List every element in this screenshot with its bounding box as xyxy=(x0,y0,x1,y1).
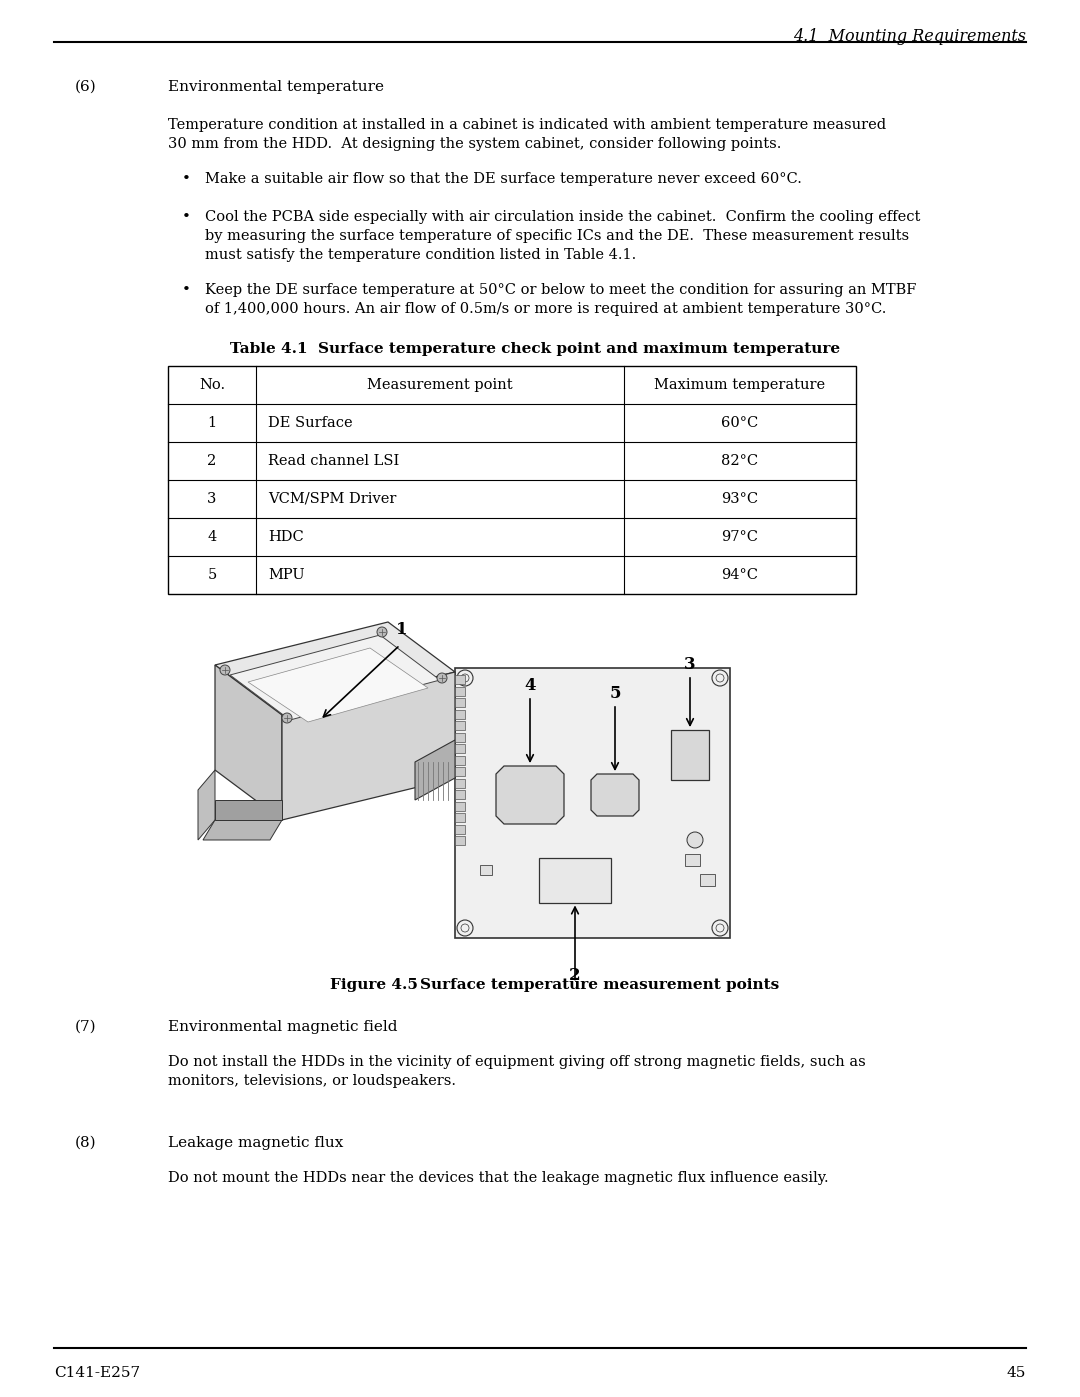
Bar xyxy=(455,675,465,685)
Text: 4: 4 xyxy=(207,529,217,543)
Bar xyxy=(455,813,465,821)
Polygon shape xyxy=(230,636,440,719)
Text: 2: 2 xyxy=(569,968,581,985)
Text: Leakage magnetic flux: Leakage magnetic flux xyxy=(168,1136,343,1150)
Text: Measurement point: Measurement point xyxy=(367,379,513,393)
Text: (6): (6) xyxy=(75,80,97,94)
Text: Make a suitable air flow so that the DE surface temperature never exceed 60°C.: Make a suitable air flow so that the DE … xyxy=(205,172,801,186)
Circle shape xyxy=(377,627,387,637)
Text: of 1,400,000 hours. An air flow of 0.5m/s or more is required at ambient tempera: of 1,400,000 hours. An air flow of 0.5m/… xyxy=(205,302,887,316)
Bar xyxy=(455,824,465,834)
Text: 94°C: 94°C xyxy=(721,569,758,583)
Circle shape xyxy=(687,833,703,848)
Text: VCM/SPM Driver: VCM/SPM Driver xyxy=(268,492,396,506)
Text: •: • xyxy=(183,172,191,186)
Text: No.: No. xyxy=(199,379,225,393)
Text: Figure 4.5: Figure 4.5 xyxy=(330,978,418,992)
Bar xyxy=(700,875,715,886)
Circle shape xyxy=(282,712,292,724)
Bar xyxy=(455,668,730,937)
Text: Maximum temperature: Maximum temperature xyxy=(654,379,825,393)
Text: (7): (7) xyxy=(75,1020,96,1034)
Text: Environmental magnetic field: Environmental magnetic field xyxy=(168,1020,397,1034)
Bar xyxy=(455,767,465,775)
Bar xyxy=(455,721,465,731)
Bar xyxy=(168,366,856,594)
Text: by measuring the surface temperature of specific ICs and the DE.  These measurem: by measuring the surface temperature of … xyxy=(205,229,909,243)
Text: Cool the PCBA side especially with air circulation inside the cabinet.  Confirm : Cool the PCBA side especially with air c… xyxy=(205,210,920,224)
Polygon shape xyxy=(215,665,282,820)
Text: 3: 3 xyxy=(207,492,217,506)
Text: Table 4.1: Table 4.1 xyxy=(230,342,308,356)
Text: 5: 5 xyxy=(609,685,621,703)
Bar xyxy=(455,778,465,788)
Text: DE Surface: DE Surface xyxy=(268,416,353,430)
Text: 4: 4 xyxy=(524,678,536,694)
Bar xyxy=(455,789,465,799)
Polygon shape xyxy=(591,774,639,816)
Circle shape xyxy=(220,665,230,675)
Text: Do not mount the HDDs near the devices that the leakage magnetic flux influence : Do not mount the HDDs near the devices t… xyxy=(168,1171,828,1185)
Bar xyxy=(455,732,465,742)
Text: Surface temperature measurement points: Surface temperature measurement points xyxy=(420,978,780,992)
Polygon shape xyxy=(282,672,455,820)
Text: 1: 1 xyxy=(396,622,408,638)
Polygon shape xyxy=(496,766,564,824)
Text: Keep the DE surface temperature at 50°C or below to meet the condition for assur: Keep the DE surface temperature at 50°C … xyxy=(205,284,916,298)
Text: Surface temperature check point and maximum temperature: Surface temperature check point and maxi… xyxy=(318,342,840,356)
Text: •: • xyxy=(183,210,191,224)
Polygon shape xyxy=(198,770,215,840)
Text: 2: 2 xyxy=(207,454,217,468)
Text: 60°C: 60°C xyxy=(721,416,758,430)
Bar xyxy=(455,835,465,845)
Bar xyxy=(455,710,465,718)
Polygon shape xyxy=(215,622,455,715)
Bar xyxy=(455,745,465,753)
Text: C141-E257: C141-E257 xyxy=(54,1366,140,1380)
Text: (8): (8) xyxy=(75,1136,96,1150)
Bar xyxy=(685,854,700,866)
Bar xyxy=(455,698,465,707)
Text: 3: 3 xyxy=(685,657,696,673)
Text: Temperature condition at installed in a cabinet is indicated with ambient temper: Temperature condition at installed in a … xyxy=(168,117,886,131)
Bar xyxy=(455,686,465,696)
Text: MPU: MPU xyxy=(268,569,305,583)
Text: HDC: HDC xyxy=(268,529,303,543)
Bar xyxy=(480,865,492,875)
Text: •: • xyxy=(183,284,191,298)
Polygon shape xyxy=(415,740,455,800)
Text: 45: 45 xyxy=(1007,1366,1026,1380)
Circle shape xyxy=(437,673,447,683)
Text: Read channel LSI: Read channel LSI xyxy=(268,454,400,468)
Bar xyxy=(455,756,465,764)
Text: 5: 5 xyxy=(207,569,217,583)
Text: 30 mm from the HDD.  At designing the system cabinet, consider following points.: 30 mm from the HDD. At designing the sys… xyxy=(168,137,781,151)
Text: 97°C: 97°C xyxy=(721,529,758,543)
Text: Do not install the HDDs in the vicinity of equipment giving off strong magnetic : Do not install the HDDs in the vicinity … xyxy=(168,1055,866,1069)
Polygon shape xyxy=(248,648,428,722)
Polygon shape xyxy=(215,800,282,820)
Bar xyxy=(671,731,708,780)
Text: 1: 1 xyxy=(207,416,217,430)
Text: 4.1  Mounting Requirements: 4.1 Mounting Requirements xyxy=(793,28,1026,45)
Text: must satisfy the temperature condition listed in Table 4.1.: must satisfy the temperature condition l… xyxy=(205,249,636,263)
Text: 93°C: 93°C xyxy=(721,492,758,506)
Text: monitors, televisions, or loudspeakers.: monitors, televisions, or loudspeakers. xyxy=(168,1074,456,1088)
Text: Environmental temperature: Environmental temperature xyxy=(168,80,384,94)
Text: 82°C: 82°C xyxy=(721,454,758,468)
Polygon shape xyxy=(203,820,282,840)
Bar xyxy=(455,802,465,810)
Bar xyxy=(539,858,611,902)
